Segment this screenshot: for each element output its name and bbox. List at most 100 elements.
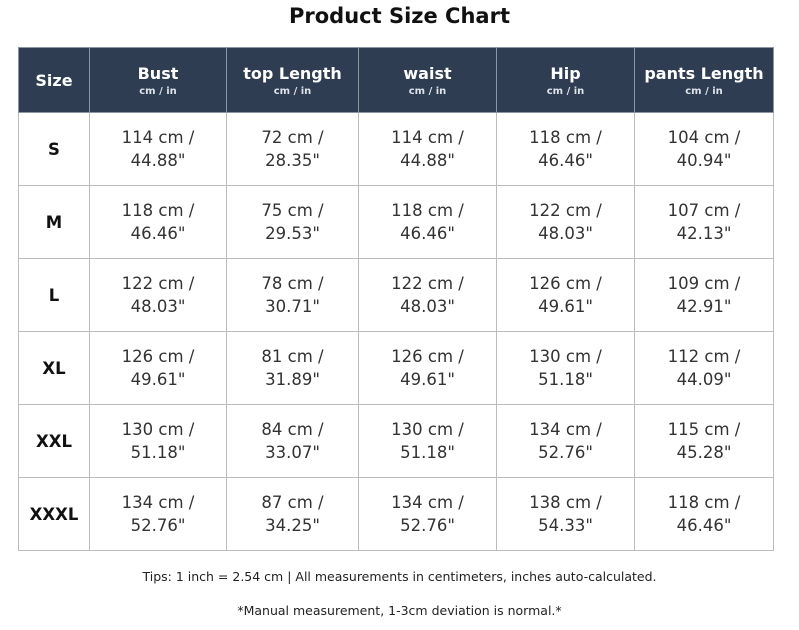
inch-value: 48.03" [538, 224, 593, 243]
cm-value: 134 cm / [529, 420, 602, 439]
inch-value: 31.89" [265, 370, 320, 389]
inch-value: 44.88" [130, 151, 186, 170]
tips: Tips: 1 inch = 2.54 cm | All measurement… [142, 569, 657, 584]
cm-value: 122 cm / [121, 274, 195, 293]
size-cell: L [18, 258, 90, 332]
size-cell: XXXL [18, 477, 90, 551]
measure-cell: 118 cm / 46.46" [496, 112, 635, 186]
measure-cell: 78 cm / 30.71" [226, 258, 359, 332]
cm-value: 130 cm / [391, 420, 464, 439]
table-row: S 114 cm / 44.88" 72 cm / 28.35" 114 cm / 44.8… [18, 112, 774, 186]
column-header: waist cm / in [358, 47, 497, 113]
column-name: pants Length [644, 63, 764, 83]
measure-cell: 72 cm / 28.35" [226, 112, 359, 186]
column-name: waist [403, 63, 452, 83]
measure-cell: 122 cm / 48.03" [89, 258, 227, 332]
note: *Manual measurement, 1-3cm deviation is … [237, 603, 562, 618]
column-header: Hip cm / in [496, 47, 635, 113]
measure-cell: 114 cm / 44.88" [89, 112, 227, 186]
table-row: L 122 cm / 48.03" 78 cm / 30.71" 122 cm / 48.0… [18, 258, 774, 332]
inch-value: 42.13" [676, 224, 732, 243]
measure-cell: 118 cm / 46.46" [358, 185, 497, 259]
measure-cell: 134 cm / 52.76" [358, 477, 497, 551]
cm-value: 107 cm / [667, 201, 741, 220]
size-table: Size Bust cm / in top Length cm / in waist cm … [18, 47, 774, 551]
cm-value: 122 cm / [391, 274, 464, 293]
cm-value: 134 cm / [121, 493, 195, 512]
column-header: pants Length cm / in [634, 47, 774, 113]
cm-value: 81 cm / [261, 347, 324, 366]
measure-cell: 84 cm / 33.07" [226, 404, 359, 478]
cm-value: 122 cm / [529, 201, 602, 220]
column-unit: cm / in [139, 85, 177, 97]
measure-cell: 104 cm / 40.94" [634, 112, 774, 186]
size-cell: S [18, 112, 90, 186]
inch-value: 52.76" [130, 516, 186, 535]
measure-cell: 130 cm / 51.18" [496, 331, 635, 405]
cm-value: 118 cm / [667, 493, 741, 512]
inch-value: 46.46" [130, 224, 186, 243]
cm-value: 109 cm / [667, 274, 741, 293]
inch-value: 40.94" [676, 151, 732, 170]
inch-value: 46.46" [676, 516, 732, 535]
inch-value: 49.61" [130, 370, 186, 389]
cm-value: 104 cm / [667, 128, 741, 147]
table-row: XXXL 134 cm / 52.76" 87 cm / 34.25" 134 cm / 5… [18, 477, 774, 551]
cm-value: 114 cm / [121, 128, 195, 147]
cm-value: 87 cm / [261, 493, 324, 512]
measure-cell: 112 cm / 44.09" [634, 331, 774, 405]
inch-value: 48.03" [400, 297, 455, 316]
measure-cell: 114 cm / 44.88" [358, 112, 497, 186]
inch-value: 52.76" [538, 443, 593, 462]
cm-value: 134 cm / [391, 493, 464, 512]
cm-value: 126 cm / [529, 274, 602, 293]
inch-value: 48.03" [130, 297, 186, 316]
measure-cell: 87 cm / 34.25" [226, 477, 359, 551]
inch-value: 34.25" [265, 516, 320, 535]
cm-value: 118 cm / [391, 201, 464, 220]
inch-value: 33.07" [265, 443, 320, 462]
table-row: XXL 130 cm / 51.18" 84 cm / 33.07" 130 cm / 51… [18, 404, 774, 478]
column-name: top Length [243, 63, 342, 83]
column-header: top Length cm / in [226, 47, 359, 113]
header-row: Size Bust cm / in top Length cm / in waist cm … [18, 47, 774, 113]
inch-value: 49.61" [538, 297, 593, 316]
column-name: Hip [550, 63, 581, 83]
inch-value: 42.91" [676, 297, 732, 316]
measure-cell: 109 cm / 42.91" [634, 258, 774, 332]
cm-value: 84 cm / [261, 420, 324, 439]
title: Product Size Chart [289, 4, 510, 28]
cm-value: 130 cm / [121, 420, 195, 439]
inch-value: 29.53" [265, 224, 320, 243]
cm-value: 78 cm / [261, 274, 324, 293]
cm-value: 118 cm / [529, 128, 602, 147]
inch-value: 45.28" [676, 443, 732, 462]
table-body: S 114 cm / 44.88" 72 cm / 28.35" 114 cm / 44.8… [18, 112, 774, 551]
inch-value: 52.76" [400, 516, 455, 535]
inch-value: 30.71" [265, 297, 320, 316]
column-unit: cm / in [546, 85, 585, 97]
column-name: Bust [137, 63, 179, 83]
measure-cell: 118 cm / 46.46" [634, 477, 774, 551]
measure-cell: 122 cm / 48.03" [496, 185, 635, 259]
cm-value: 72 cm / [261, 128, 324, 147]
cm-value: 114 cm / [391, 128, 464, 147]
measure-cell: 107 cm / 42.13" [634, 185, 774, 259]
column-name: Size [35, 70, 73, 90]
table-row: XL 126 cm / 49.61" 81 cm / 31.89" 126 cm / 49.… [18, 331, 774, 405]
measure-cell: 138 cm / 54.33" [496, 477, 635, 551]
measure-cell: 81 cm / 31.89" [226, 331, 359, 405]
cm-value: 75 cm / [261, 201, 324, 220]
inch-value: 51.18" [130, 443, 186, 462]
cm-value: 118 cm / [121, 201, 195, 220]
inch-value: 46.46" [538, 151, 593, 170]
size-cell: XXL [18, 404, 90, 478]
column-header: Bust cm / in [89, 47, 227, 113]
measure-cell: 115 cm / 45.28" [634, 404, 774, 478]
measure-cell: 118 cm / 46.46" [89, 185, 227, 259]
column-unit: cm / in [273, 85, 312, 97]
inch-value: 28.35" [265, 151, 320, 170]
column-unit: cm / in [408, 85, 447, 97]
measure-cell: 134 cm / 52.76" [496, 404, 635, 478]
